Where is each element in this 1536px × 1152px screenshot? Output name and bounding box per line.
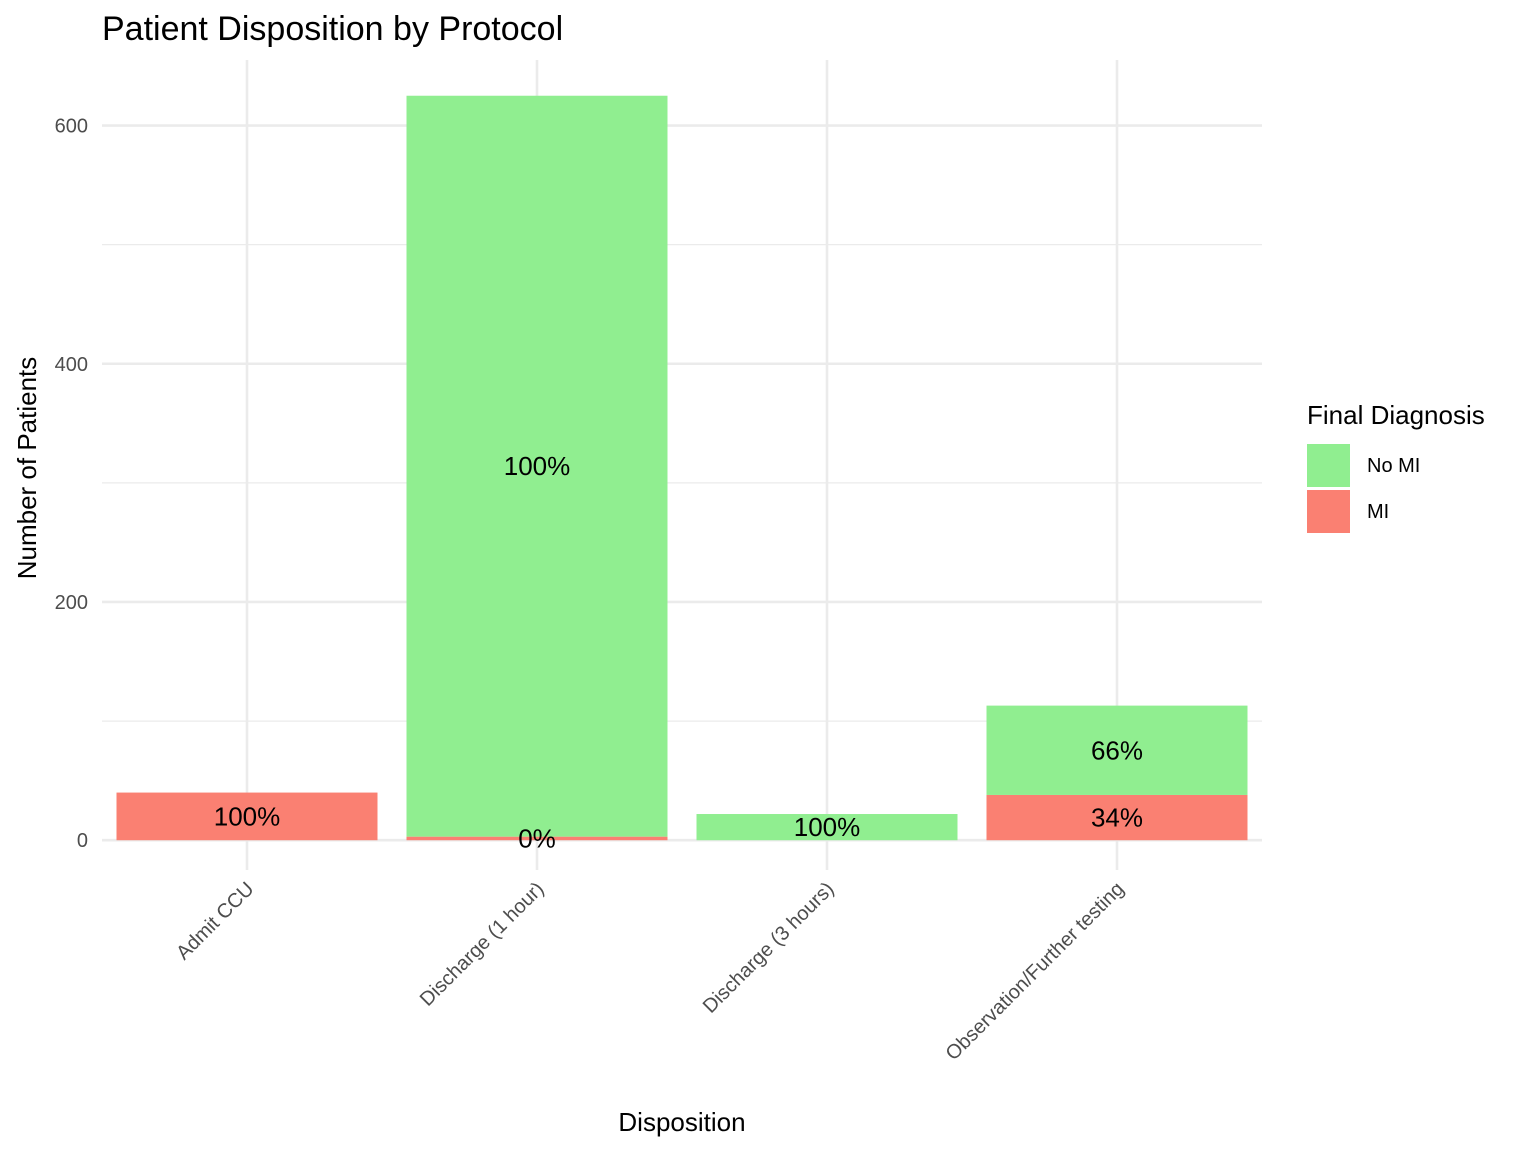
x-tick-label: Discharge (1 hour) — [416, 878, 549, 1011]
bars — [116, 95, 1248, 841]
legend-label: No MI — [1367, 455, 1420, 477]
bar-data-label: 66% — [1091, 735, 1143, 765]
y-tick-label: 600 — [55, 116, 88, 138]
bar-data-label: 100% — [214, 801, 281, 831]
bar-segment — [116, 792, 378, 841]
chart-title: Patient Disposition by Protocol — [102, 10, 563, 48]
y-tick-label: 200 — [55, 592, 88, 614]
bar-segment — [986, 794, 1248, 841]
bar-data-label: 100% — [504, 451, 571, 481]
y-tick-label: 400 — [55, 354, 88, 376]
legend-title: Final Diagnosis — [1307, 400, 1485, 430]
bar-data-label: 34% — [1091, 803, 1143, 833]
minor-gridlines — [102, 243, 1262, 722]
bar-labels: 100% 0% 34% 100% 100% 66% — [214, 451, 1143, 853]
x-axis-title: Disposition — [618, 1107, 745, 1137]
bar-data-label: 0% — [518, 823, 556, 853]
bar-data-label: 100% — [794, 812, 861, 842]
legend-swatch — [1307, 490, 1350, 533]
bar-segment — [696, 814, 958, 841]
bar-segment — [406, 95, 668, 837]
legend-swatch — [1307, 444, 1350, 487]
x-tick-label: Admit CCU — [172, 878, 258, 964]
x-tick-label: Discharge (3 hours) — [699, 878, 839, 1018]
legend: Final Diagnosis No MI MI — [1307, 400, 1485, 533]
y-tick-label: 0 — [77, 830, 88, 852]
x-axis-ticks: Admit CCU Discharge (1 hour) Discharge (3 … — [172, 878, 1128, 1065]
y-axis-title: Number of Patients — [12, 357, 42, 580]
y-axis-ticks: 0 200 400 600 — [55, 116, 88, 853]
bar-segment — [986, 705, 1248, 795]
bar-segment — [406, 836, 668, 841]
x-tick-label: Observation/Further testing — [942, 878, 1129, 1065]
legend-label: MI — [1367, 501, 1389, 523]
